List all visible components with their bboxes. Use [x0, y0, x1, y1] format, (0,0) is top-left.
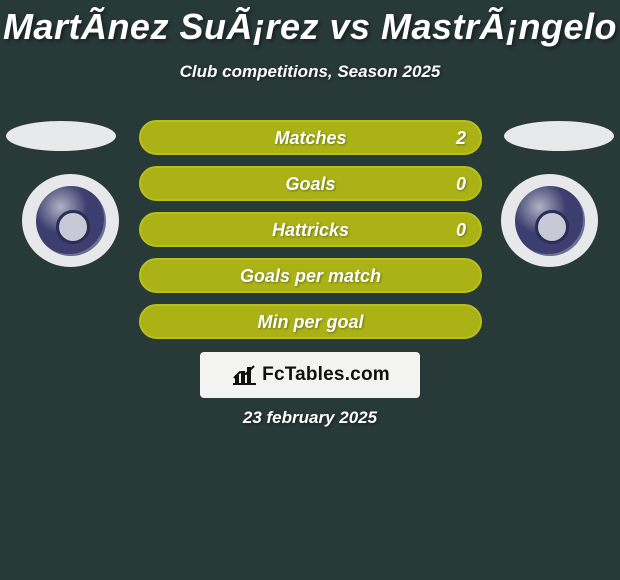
stat-label: Min per goal [141, 306, 480, 337]
stat-right-value: 0 [456, 214, 466, 245]
comparison-card: MartÃ­nez SuÃ¡rez vs MastrÃ¡ngelo Club c… [0, 0, 620, 580]
brand-text: FcTables.com [262, 364, 390, 386]
stat-row-goals-per-match: Goals per match [139, 258, 482, 293]
player-left-ellipse [6, 121, 116, 151]
subtitle: Club competitions, Season 2025 [0, 62, 620, 82]
team-badge-right [501, 174, 598, 267]
stat-row-matches: Matches 2 [139, 120, 482, 155]
player-right-ellipse [504, 121, 614, 151]
stat-row-min-per-goal: Min per goal [139, 304, 482, 339]
stat-label: Hattricks [141, 214, 480, 245]
stat-label: Matches [141, 122, 480, 153]
stat-label: Goals per match [141, 260, 480, 291]
page-title: MartÃ­nez SuÃ¡rez vs MastrÃ¡ngelo [0, 0, 620, 48]
stats-list: Matches 2 Goals 0 Hattricks 0 Goals per … [139, 120, 482, 350]
football-icon [515, 186, 585, 256]
brand-badge: FcTables.com [200, 352, 420, 398]
brand-chart-icon [230, 364, 258, 386]
stat-right-value: 0 [456, 168, 466, 199]
stat-row-goals: Goals 0 [139, 166, 482, 201]
team-badge-left [22, 174, 119, 267]
stat-row-hattricks: Hattricks 0 [139, 212, 482, 247]
football-icon [36, 186, 106, 256]
stat-right-value: 2 [456, 122, 466, 153]
date-text: 23 february 2025 [0, 408, 620, 428]
brand-inner: FcTables.com [230, 364, 390, 386]
stat-label: Goals [141, 168, 480, 199]
